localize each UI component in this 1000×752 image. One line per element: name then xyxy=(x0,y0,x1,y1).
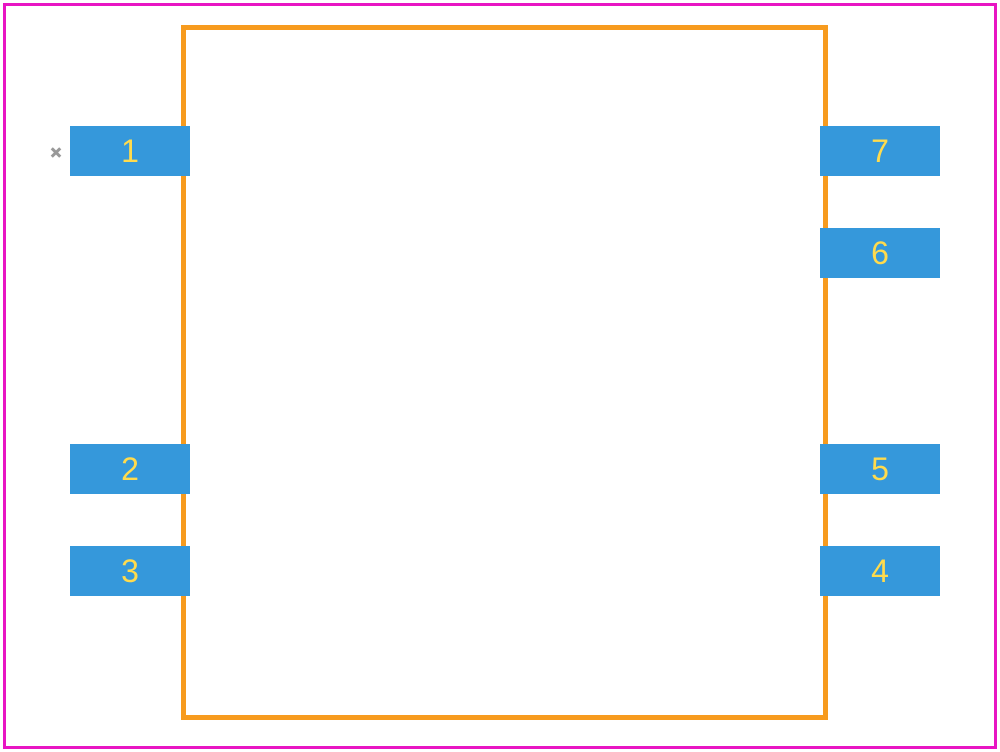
pad-label: 2 xyxy=(121,451,139,488)
component-body-outline xyxy=(181,25,828,720)
pad-5: 5 xyxy=(820,444,940,494)
pad-label: 7 xyxy=(871,133,889,170)
pad-label: 6 xyxy=(871,235,889,272)
pad-2: 2 xyxy=(70,444,190,494)
origin-marker-icon xyxy=(50,146,62,158)
pad-7: 7 xyxy=(820,126,940,176)
pad-label: 5 xyxy=(871,451,889,488)
pad-1: 1 xyxy=(70,126,190,176)
pad-4: 4 xyxy=(820,546,940,596)
pad-label: 1 xyxy=(121,133,139,170)
pad-6: 6 xyxy=(820,228,940,278)
pad-3: 3 xyxy=(70,546,190,596)
pad-label: 3 xyxy=(121,553,139,590)
pad-label: 4 xyxy=(871,553,889,590)
